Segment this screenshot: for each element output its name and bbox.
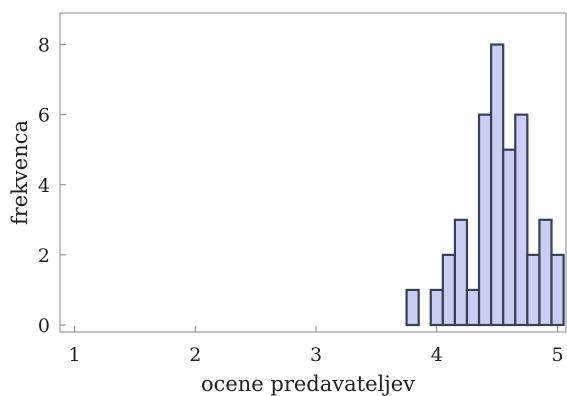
histogram-bar	[405, 288, 420, 327]
x-axis-label: ocene predavateljev	[201, 372, 415, 396]
histogram-bar	[453, 218, 469, 327]
histogram-bar	[477, 113, 493, 327]
x-tick-label: 3	[310, 344, 322, 366]
plot-frame	[59, 12, 567, 333]
histogram-bar	[429, 288, 444, 327]
bars-group	[405, 43, 565, 327]
histogram-bar	[514, 113, 529, 327]
y-tick-label: 6	[38, 105, 50, 127]
y-axis-label: frekvenca	[8, 120, 32, 225]
histogram-bar	[538, 218, 553, 327]
y-tick-label: 4	[38, 175, 50, 197]
histogram-bar	[526, 253, 541, 327]
y-tick-label: 0	[38, 315, 50, 337]
histogram-bar	[502, 148, 517, 327]
x-tick-label: 4	[431, 344, 443, 366]
histogram-bar	[490, 43, 505, 327]
x-axis-ticks: 1 2 3 4 5	[68, 326, 564, 366]
x-tick-label: 2	[189, 344, 201, 366]
y-tick-label: 8	[38, 35, 50, 57]
y-tick-label: 2	[38, 245, 50, 267]
histogram-bar	[550, 253, 565, 327]
x-tick-label: 5	[551, 344, 563, 366]
histogram-bar	[465, 288, 481, 327]
x-tick-label: 1	[68, 344, 80, 366]
histogram-bar	[441, 253, 456, 327]
y-axis-ticks: 0 2 4 6 8	[38, 35, 66, 337]
